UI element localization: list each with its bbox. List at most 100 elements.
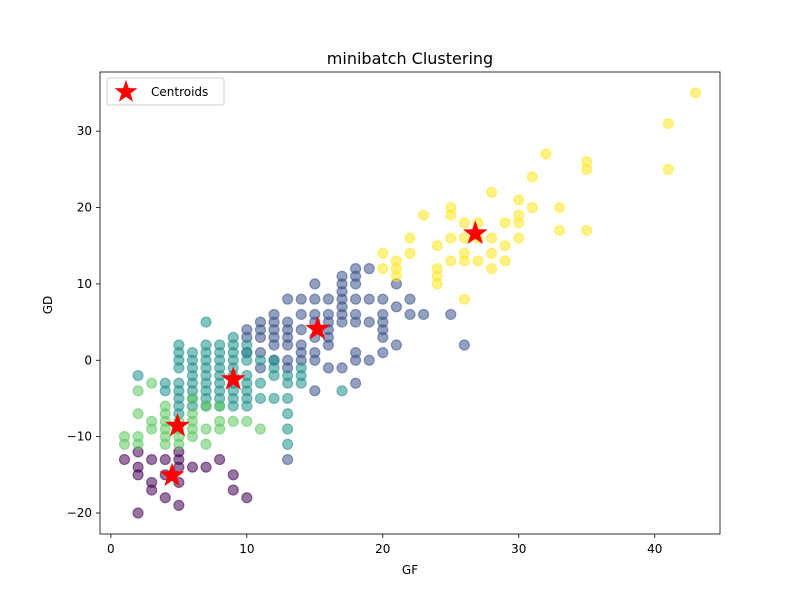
cluster-4-point (526, 171, 538, 183)
axes-frame (99, 71, 721, 535)
plot-area: 0 10 20 30 40 −20 −10 0 10 20 30 (67, 71, 721, 556)
cluster-1-point (417, 308, 430, 321)
cluster-2-point (282, 438, 294, 450)
cluster-4-point (499, 217, 511, 229)
cluster-4-point (445, 255, 457, 267)
cluster-3-point (159, 438, 171, 450)
cluster-4-point (553, 224, 566, 237)
cluster-2-point (282, 377, 294, 389)
cluster-2-point (173, 347, 185, 359)
cluster-4-point (499, 255, 511, 267)
cluster-4-point (445, 232, 457, 244)
cluster-4-point (513, 194, 525, 206)
cluster-4-point (390, 255, 403, 267)
cluster-0-point (186, 461, 199, 473)
y-tick-label: −20 (67, 506, 92, 520)
cluster-3-point (132, 385, 144, 397)
cluster-4-point (377, 247, 389, 259)
cluster-2-point (254, 377, 267, 389)
cluster-0-point (146, 453, 158, 466)
cluster-2-point (200, 316, 212, 328)
cluster-1-point (377, 347, 389, 359)
cluster-1-point (309, 308, 321, 321)
y-tick-label: 0 (84, 353, 92, 367)
cluster-1-point (390, 301, 403, 313)
cluster-4-point (662, 117, 674, 130)
cluster-1-point (336, 301, 348, 313)
cluster-1-point (268, 308, 280, 321)
cluster-1-point (322, 293, 335, 305)
cluster-1-point (390, 339, 403, 351)
cluster-1-point (295, 308, 307, 321)
cluster-2-point (282, 408, 294, 420)
cluster-0-point (173, 461, 185, 473)
cluster-0-point (227, 469, 239, 481)
cluster-1-point (295, 339, 307, 351)
cluster-1-point (363, 263, 375, 275)
cluster-4-point (458, 293, 470, 305)
cluster-2-point (282, 392, 294, 405)
cluster-3-point (146, 423, 158, 435)
y-tick-label: −10 (67, 430, 92, 444)
y-axis-label: GD (41, 296, 55, 315)
cluster-0-point (118, 453, 131, 466)
cluster-3-point (146, 377, 158, 389)
cluster-4-point (662, 163, 674, 175)
cluster-1-point (322, 339, 335, 351)
y-tick-label: 10 (77, 277, 92, 291)
cluster-1-point (404, 293, 416, 305)
cluster-2-point (254, 392, 267, 405)
cluster-1-point (350, 377, 362, 389)
cluster-4-point (689, 87, 702, 99)
x-tick-label: 0 (107, 542, 115, 556)
cluster-3-point (200, 438, 212, 450)
cluster-1-point (377, 293, 389, 305)
cluster-4-point (499, 240, 511, 252)
cluster-1-point (282, 453, 294, 466)
cluster-3-point (159, 408, 171, 420)
cluster-1-point (282, 354, 294, 366)
cluster-4-point (513, 209, 525, 221)
cluster-1-point (282, 293, 294, 305)
cluster-4-point (485, 263, 498, 275)
cluster-4-point (513, 232, 525, 244)
cluster-3-point (200, 400, 212, 412)
cluster-2-point (200, 339, 212, 351)
cluster-2-point (173, 362, 185, 374)
cluster-0-point (132, 469, 144, 481)
cluster-3-point (241, 415, 253, 427)
cluster-0-point (159, 492, 171, 504)
cluster-0-point (132, 507, 144, 519)
cluster-0-point (146, 484, 158, 496)
cluster-4-point (377, 263, 389, 275)
centroid-star-marker (220, 366, 246, 390)
centroid-star-marker (159, 462, 185, 487)
cluster-1-point (309, 385, 321, 397)
centroids-layer (159, 220, 488, 487)
cluster-1-point (254, 316, 267, 328)
cluster-1-point (336, 362, 348, 374)
centroid-star-marker (165, 412, 190, 437)
cluster-1-point (363, 293, 375, 305)
cluster-2-point (254, 354, 267, 366)
cluster-2-point (132, 369, 144, 382)
cluster-2-point (241, 354, 253, 366)
cluster-3-point (186, 392, 199, 405)
cluster-3-point (132, 438, 144, 450)
cluster-0-point (200, 461, 212, 473)
cluster-0-point (241, 492, 253, 504)
y-tick-label: 20 (77, 201, 92, 215)
cluster-1-point (445, 308, 457, 321)
cluster-4-point (404, 247, 416, 259)
cluster-3-point (173, 438, 185, 450)
cluster-4-point (404, 232, 416, 244)
cluster-1-point (377, 308, 389, 321)
cluster-1-point (322, 362, 335, 374)
cluster-4-point (553, 201, 566, 214)
cluster-0-point (214, 453, 226, 466)
cluster-2-point (268, 392, 280, 405)
cluster-4-point (581, 156, 593, 168)
cluster-3-point (214, 423, 226, 435)
x-tick-label: 30 (511, 542, 526, 556)
cluster-4-point (417, 209, 430, 221)
